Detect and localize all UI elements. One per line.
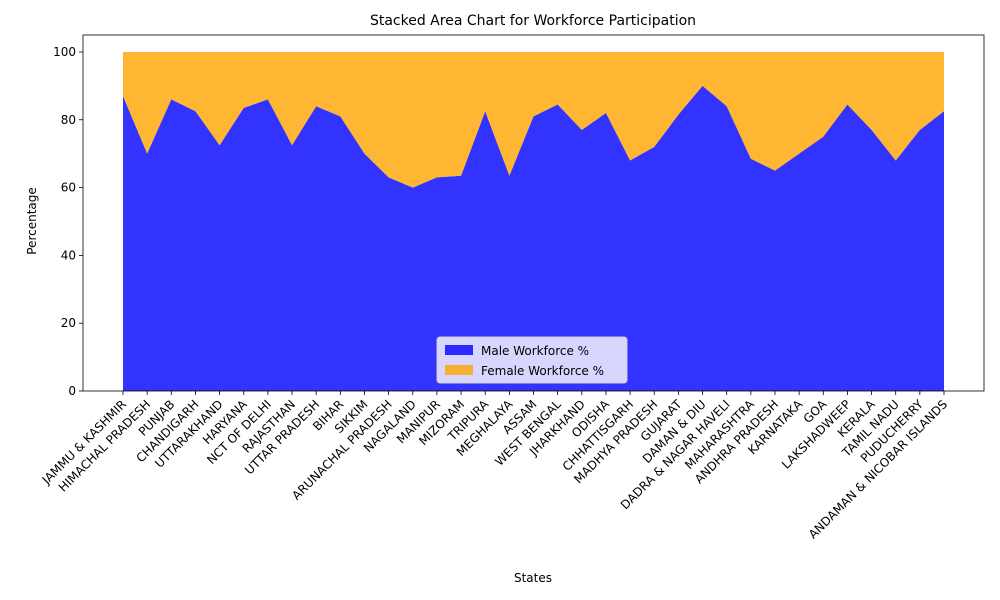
y-tick-label: 40 bbox=[61, 248, 76, 262]
y-tick-label: 100 bbox=[53, 45, 76, 59]
legend-box bbox=[436, 336, 628, 384]
legend: Male Workforce % Female Workforce % bbox=[436, 336, 628, 384]
y-tick-label: 80 bbox=[61, 113, 76, 127]
legend-label-0: Male Workforce % bbox=[481, 344, 589, 358]
legend-swatch-1 bbox=[445, 365, 473, 375]
y-tick-label: 20 bbox=[61, 316, 76, 330]
area-series-1 bbox=[123, 51, 944, 188]
y-tick-label: 60 bbox=[61, 181, 76, 195]
y-tick-label: 0 bbox=[68, 384, 76, 398]
area-series-0 bbox=[123, 85, 944, 392]
plot-area bbox=[123, 51, 944, 392]
legend-swatch-0 bbox=[445, 345, 473, 355]
y-axis-label: Percentage bbox=[25, 187, 39, 255]
legend-label-1: Female Workforce % bbox=[481, 364, 604, 378]
chart-title: Stacked Area Chart for Workforce Partici… bbox=[370, 13, 696, 29]
x-axis-label: States bbox=[514, 571, 552, 585]
